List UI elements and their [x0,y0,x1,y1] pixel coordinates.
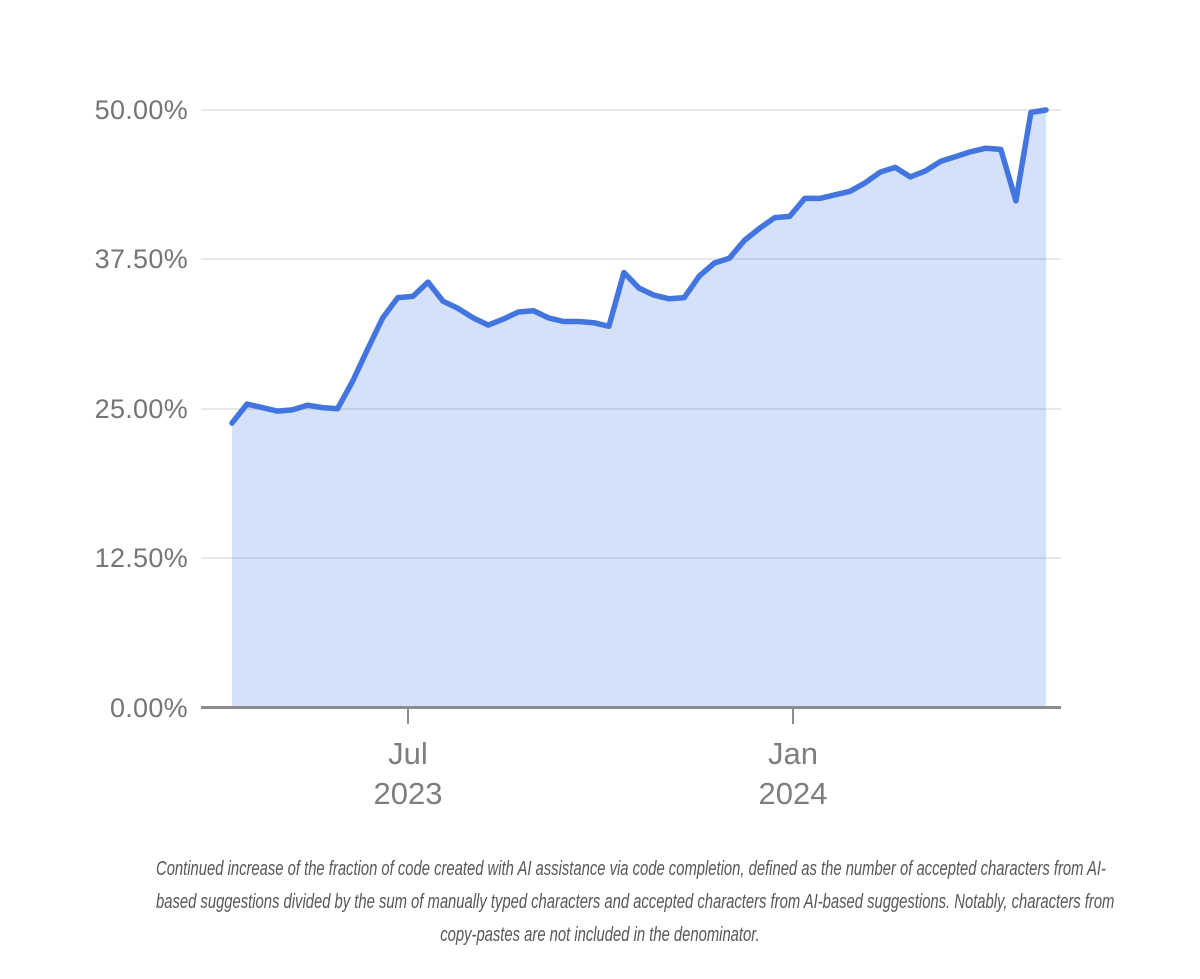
x-axis-baseline [201,706,1061,709]
caption-line: Continued increase of the fraction of co… [156,858,1106,880]
area-fill [232,110,1046,708]
figure-caption: Continued increase of the fraction of co… [0,853,1200,952]
x-axis-label-year: 2023 [373,776,443,811]
x-axis-label-jan-2024: Jan 2024 [713,734,873,814]
caption-line: based suggestions divided by the sum of … [156,891,1115,913]
y-axis-label: 0.00% [109,693,188,723]
gridline-37-5-percent [201,258,1061,260]
y-axis-label: 50.00% [94,95,188,125]
x-axis-label-month: Jan [768,736,818,771]
x-axis-label-year: 2024 [758,776,828,811]
x-axis-tick-jul-2023 [407,709,409,724]
y-axis-label: 25.00% [94,394,188,424]
caption-line: copy-pastes are not included in the deno… [440,924,760,946]
trend-line [229,107,1049,426]
y-axis-label: 37.50% [94,244,188,274]
x-axis-label-jul-2023: Jul 2023 [328,734,488,814]
gridline-25-percent [201,408,1061,410]
x-axis-tick-jan-2024 [792,709,794,724]
x-axis-label-month: Jul [388,736,428,771]
gridline-50-percent [201,109,1061,111]
y-axis-label: 12.50% [94,543,188,573]
gridline-12-5-percent [201,557,1061,559]
